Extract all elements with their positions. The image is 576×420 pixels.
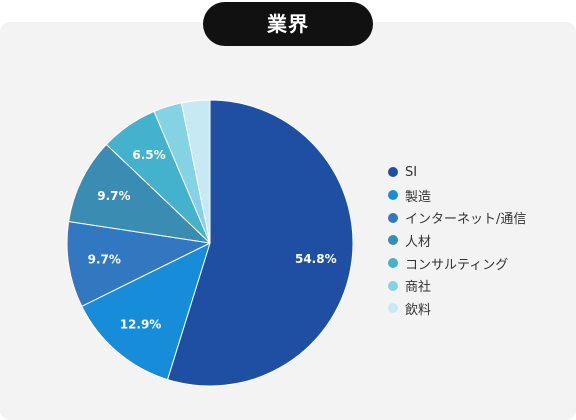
data-label-manufacturing: 12.9% (120, 317, 162, 331)
legend-item-consulting: コンサルティング (388, 252, 526, 275)
legend-label-si: SI (405, 164, 418, 180)
pie-slice-beverage (180, 99, 211, 244)
legend-label-beverage: 飲料 (405, 302, 432, 318)
chart-title: 業界 (203, 2, 373, 46)
legend-swatch-consulting (388, 258, 398, 269)
legend-label-consulting: コンサルティング (405, 257, 509, 273)
legend-label-trading: 商社 (405, 280, 432, 296)
legend-swatch-trading (388, 280, 398, 291)
pie-slice-manufacturing (81, 242, 211, 381)
legend-item-si: SI (388, 161, 526, 184)
legend-item-manufacturing: 製造 (388, 184, 526, 207)
legend-swatch-manufacturing (388, 190, 398, 201)
data-label-internet-telecom: 9.7% (88, 252, 121, 266)
legend-item-internet-telecom: インターネット/通信 (388, 206, 526, 229)
legend-label-manufacturing: 製造 (405, 189, 432, 205)
data-label-si: 54.8% (295, 252, 337, 266)
legend-swatch-si (388, 167, 398, 178)
legend-label-staffing: 人材 (405, 234, 432, 250)
legend-label-internet-telecom: インターネット/通信 (405, 212, 527, 228)
data-label-staffing: 9.7% (97, 189, 130, 203)
legend-swatch-beverage (388, 303, 398, 314)
legend-item-beverage: 飲料 (388, 297, 526, 320)
pie-slice-staffing (68, 143, 211, 244)
legend-swatch-internet-telecom (388, 212, 398, 223)
legend-swatch-staffing (388, 235, 398, 246)
legend: SI 製造 インターネット/通信 人材 コンサルティング 商社 飲料 (388, 161, 526, 320)
data-label-consulting: 6.5% (132, 148, 165, 162)
pie-slice-si (167, 99, 354, 387)
legend-item-trading: 商社 (388, 274, 526, 297)
legend-item-staffing: 人材 (388, 229, 526, 252)
pie-slice-internet-telecom (66, 221, 211, 307)
